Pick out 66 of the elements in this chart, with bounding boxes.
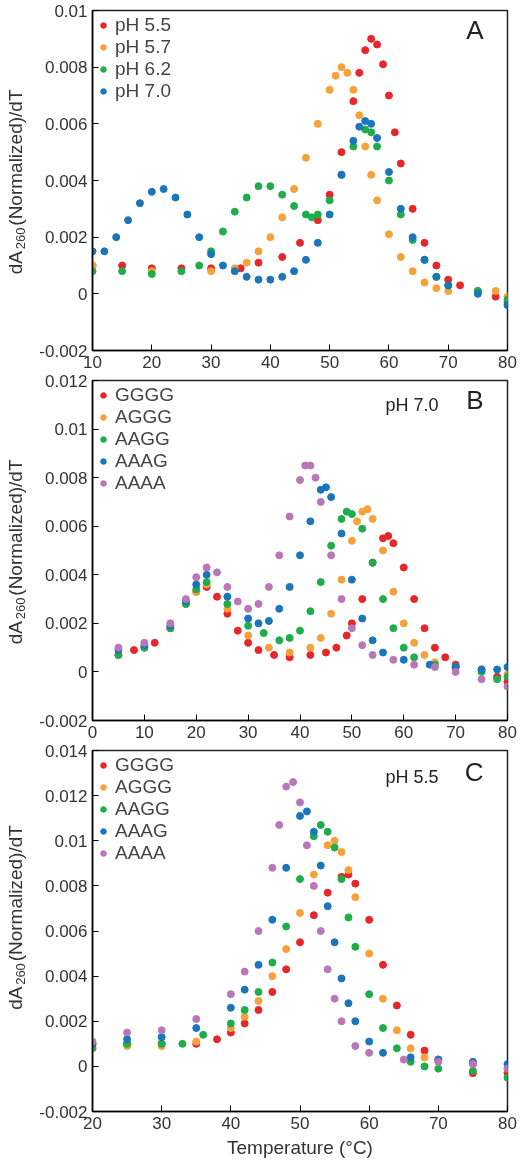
y-tick-label: 0.004 xyxy=(44,171,88,191)
y-tick-label: 0.014 xyxy=(44,741,88,761)
y-tick-label: 0.002 xyxy=(44,228,88,248)
legend-label: AAAG xyxy=(115,820,168,842)
x-tick-label: 40 xyxy=(290,722,310,742)
x-tick-label: 30 xyxy=(152,1113,172,1133)
x-tick-label: 80 xyxy=(498,722,517,742)
x-tick-label: 60 xyxy=(394,722,414,742)
y-tick-label: 0.01 xyxy=(54,831,88,851)
x-tick-label: 30 xyxy=(201,352,221,372)
y-tick-label: 0.002 xyxy=(44,1012,88,1032)
x-tick-label: 10 xyxy=(134,722,154,742)
x-tick-label: 40 xyxy=(221,1113,241,1133)
legend-label: AAAA xyxy=(115,842,166,864)
annotation: C xyxy=(464,756,484,787)
y-axis-title: dA260(Normalized)/dT xyxy=(5,459,28,645)
x-tick-label: 70 xyxy=(438,352,458,372)
legend-label: GGGG xyxy=(115,384,175,406)
x-tick-label: 60 xyxy=(359,1113,379,1133)
x-tick-label: 60 xyxy=(379,352,399,372)
annotation: B xyxy=(466,384,484,415)
x-tick-label: 20 xyxy=(142,352,162,372)
x-tick-label: 50 xyxy=(342,722,362,742)
legend-label: GGGG xyxy=(115,754,175,776)
x-tick-label: 70 xyxy=(428,1113,448,1133)
y-axis-title: dA260(Normalized)/dT xyxy=(5,824,28,1010)
x-tick-label: 80 xyxy=(498,352,517,372)
legend-label: pH 5.5 xyxy=(115,14,171,36)
y-tick-label: 0.004 xyxy=(44,565,88,585)
y-tick-label: 0.01 xyxy=(54,420,88,440)
y-tick-label: 0.008 xyxy=(44,58,88,78)
y-tick-label: 0.004 xyxy=(44,967,88,987)
x-tick-label: 40 xyxy=(260,352,280,372)
y-tick-label: 0.006 xyxy=(44,922,88,941)
x-tick-label: 70 xyxy=(446,722,466,742)
y-tick-label: 0.006 xyxy=(44,114,88,134)
annotation: pH 5.5 xyxy=(385,766,439,787)
x-tick-label: 30 xyxy=(238,722,258,742)
x-tick-label: 80 xyxy=(498,1113,517,1133)
x-axis-title: Temperature (°C) xyxy=(227,1136,373,1158)
y-tick-label: 0.008 xyxy=(44,876,88,896)
y-axis-title: dA260(Normalized)/dT xyxy=(5,89,28,275)
x-tick-label: 50 xyxy=(290,1113,310,1133)
legend-label: pH 5.7 xyxy=(115,36,171,58)
x-tick-label: 20 xyxy=(186,722,206,742)
legend-label: pH 7.0 xyxy=(115,80,171,102)
y-tick-label: 0 xyxy=(78,284,88,304)
annotation: A xyxy=(466,14,485,45)
annotation: pH 7.0 xyxy=(385,394,439,415)
x-tick-label: 50 xyxy=(320,352,340,372)
legend-label: pH 6.2 xyxy=(115,58,171,80)
y-tick-label: 0.012 xyxy=(44,786,88,806)
y-tick-label: -0.002 xyxy=(39,711,88,731)
legend-label: AAGG xyxy=(115,798,170,820)
y-tick-label: 0.012 xyxy=(44,371,88,391)
y-tick-label: 0.002 xyxy=(44,614,88,634)
y-tick-label: 0.01 xyxy=(54,1,88,21)
legend-label: AGGG xyxy=(115,406,173,428)
y-tick-label: 0 xyxy=(78,662,88,682)
y-tick-label: 0 xyxy=(78,1057,88,1077)
y-tick-label: 0.006 xyxy=(44,517,88,537)
legend-label: AAAG xyxy=(115,450,168,472)
legend-label: AGGG xyxy=(115,776,173,798)
legend-label: AAAA xyxy=(115,472,166,494)
legend-label: AAGG xyxy=(115,428,170,450)
y-tick-label: 0.008 xyxy=(44,468,88,488)
